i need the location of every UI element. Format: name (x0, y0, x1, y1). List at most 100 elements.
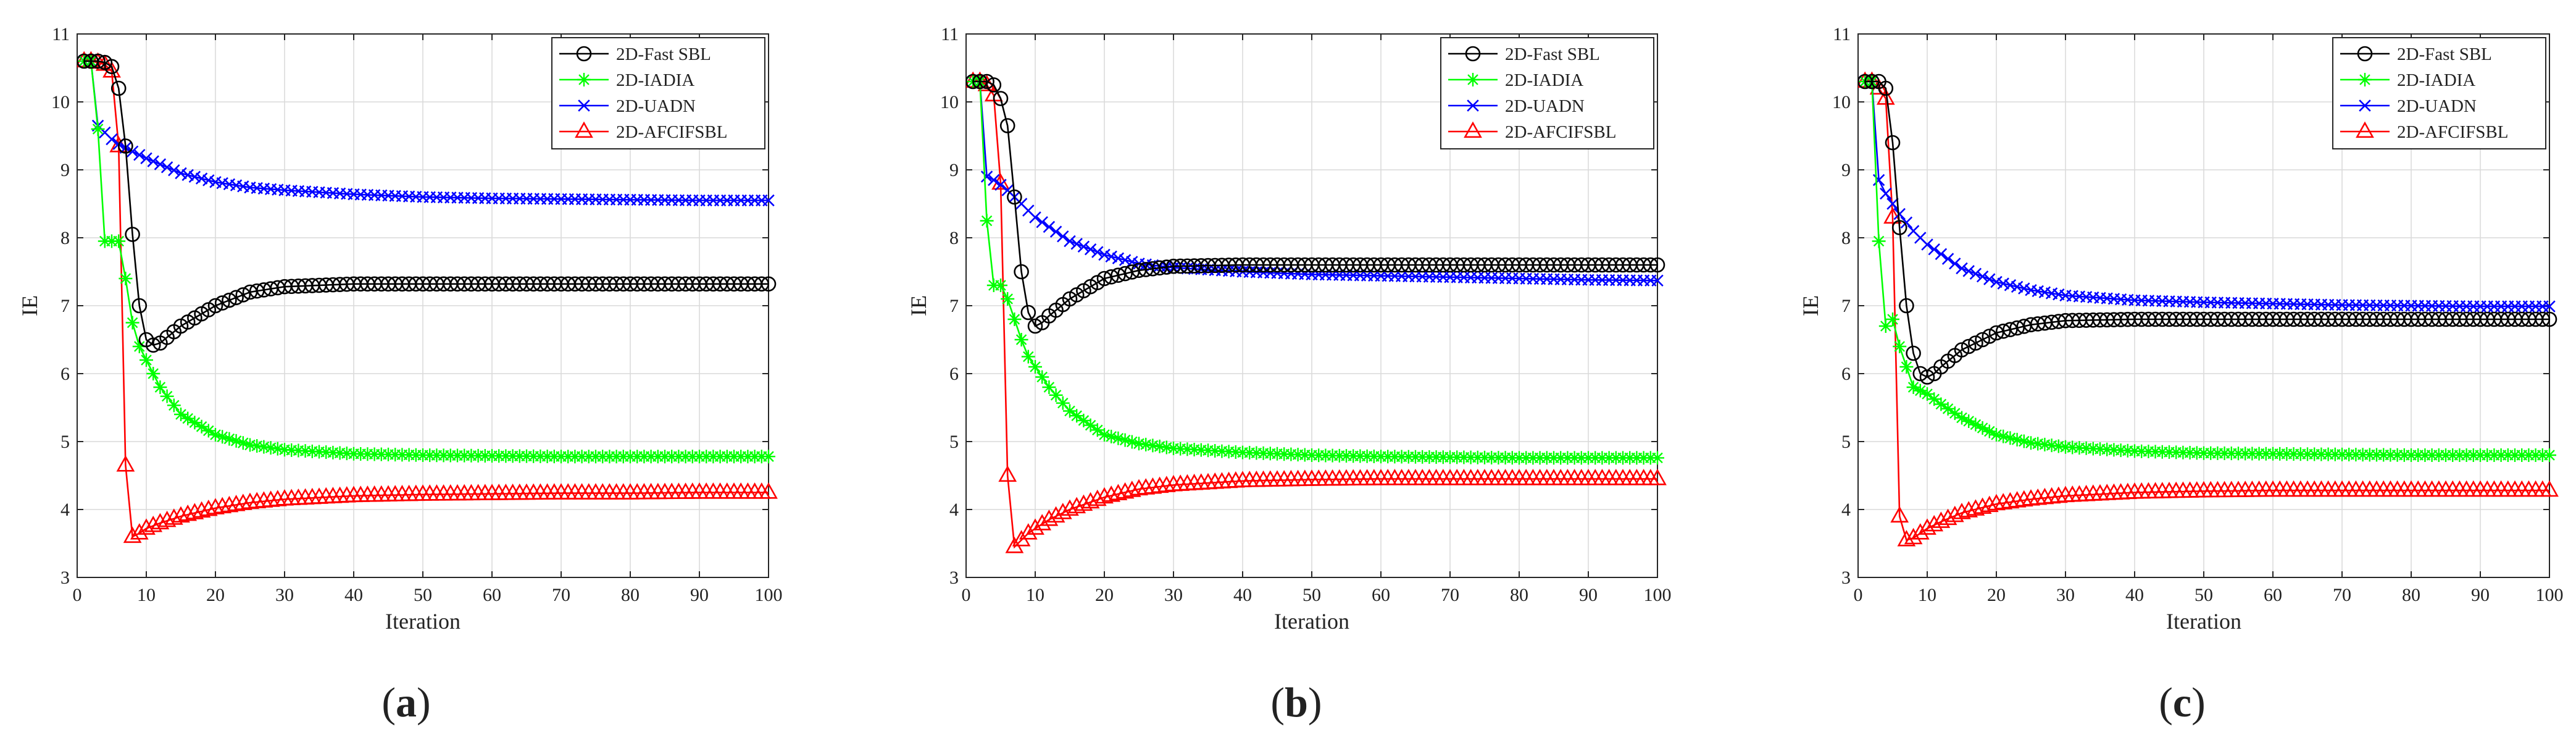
data-point (693, 450, 706, 464)
x-axis-label: Iteration (2166, 609, 2241, 634)
data-point (540, 449, 554, 463)
data-point (1095, 487, 1114, 504)
data-point (1381, 450, 1395, 464)
x-tick-label: 0 (73, 585, 82, 605)
series-2d-fast-sbl (966, 73, 1665, 334)
data-point (1913, 384, 1927, 398)
data-point (1973, 497, 1992, 514)
y-tick-label: 9 (949, 160, 959, 180)
data-point (2370, 448, 2383, 462)
data-point (609, 450, 623, 464)
data-point (748, 450, 762, 464)
data-point (1938, 508, 1957, 526)
data-point (201, 424, 215, 438)
data-point (126, 145, 139, 158)
series-2d-fast-sbl (77, 53, 777, 353)
data-point (423, 448, 437, 463)
data-point (637, 450, 651, 464)
data-point (1367, 449, 1381, 463)
data-point (665, 450, 679, 464)
data-point (2266, 447, 2280, 461)
data-point (980, 170, 993, 183)
legend: 2D-Fast SBL 2D-IADIA 2D-UADN 2D-AFCIFSBL (1440, 37, 1654, 149)
data-point (1609, 451, 1623, 465)
data-point (1616, 451, 1630, 465)
data-point (568, 450, 582, 464)
data-point (1968, 335, 1983, 351)
data-point (235, 287, 251, 303)
data-point (2528, 448, 2543, 462)
data-point (381, 447, 395, 461)
data-point (2508, 448, 2522, 462)
data-point (1415, 450, 1430, 464)
series-2d-uadn (967, 75, 1664, 287)
data-point (1249, 446, 1264, 460)
data-point (1962, 265, 1975, 277)
data-point (685, 450, 699, 464)
data-point (2003, 431, 2017, 445)
data-point (2093, 442, 2107, 456)
data-point (340, 447, 354, 461)
data-point (1464, 450, 1478, 464)
data-point (1588, 451, 1603, 465)
data-point (1063, 404, 1077, 418)
data-point (1982, 329, 1998, 344)
data-point (2425, 448, 2439, 462)
data-point (1949, 258, 1961, 270)
data-point (402, 448, 416, 462)
data-point (1948, 406, 1962, 421)
data-point (1096, 270, 1112, 287)
series-line (973, 80, 1657, 327)
data-point (2446, 448, 2460, 462)
data-point (1056, 396, 1070, 410)
data-point (478, 448, 492, 463)
data-point (172, 506, 190, 523)
data-point (1070, 409, 1084, 423)
data-point (2335, 447, 2349, 461)
data-point (2204, 446, 2218, 460)
data-point (202, 174, 215, 187)
data-point (1987, 493, 2006, 511)
data-point (1020, 304, 1036, 321)
x-tick-label: 0 (1854, 585, 1863, 605)
data-point (1990, 275, 2003, 288)
data-point (1927, 392, 1941, 406)
data-point (1077, 413, 1091, 427)
data-point (972, 73, 988, 90)
data-point (1966, 499, 1985, 516)
y-tick-label: 6 (60, 364, 70, 384)
data-point (2349, 448, 2363, 462)
data-point (2480, 448, 2495, 462)
data-point (2273, 447, 2287, 461)
data-point (153, 380, 167, 394)
data-point (132, 340, 146, 353)
y-tick-label: 6 (1841, 364, 1851, 384)
data-point (2059, 440, 2072, 454)
y-tick-label: 3 (60, 568, 70, 588)
y-tick-label: 10 (940, 92, 959, 112)
data-point (2183, 446, 2197, 460)
data-point (2007, 491, 2027, 508)
data-point (2286, 447, 2301, 461)
data-point (2079, 441, 2093, 455)
data-point (1201, 443, 1215, 458)
data-point (520, 449, 533, 463)
data-point (2169, 445, 2183, 459)
x-tick-label: 90 (2471, 585, 2490, 605)
data-point (1014, 264, 1029, 280)
data-point (175, 167, 187, 180)
data-point (1111, 267, 1126, 283)
data-point (2024, 436, 2038, 450)
data-point (1028, 360, 1042, 374)
legend-marker (2356, 121, 2374, 138)
data-point (116, 455, 135, 472)
data-point (1325, 448, 1340, 463)
data-point (706, 450, 720, 464)
x-tick-label: 80 (621, 585, 640, 605)
data-point (533, 449, 548, 463)
series-2d-afcifsbl (77, 51, 778, 543)
data-point (1651, 451, 1664, 465)
data-point (1153, 439, 1167, 453)
data-point (1040, 509, 1059, 526)
data-point (2120, 443, 2135, 458)
